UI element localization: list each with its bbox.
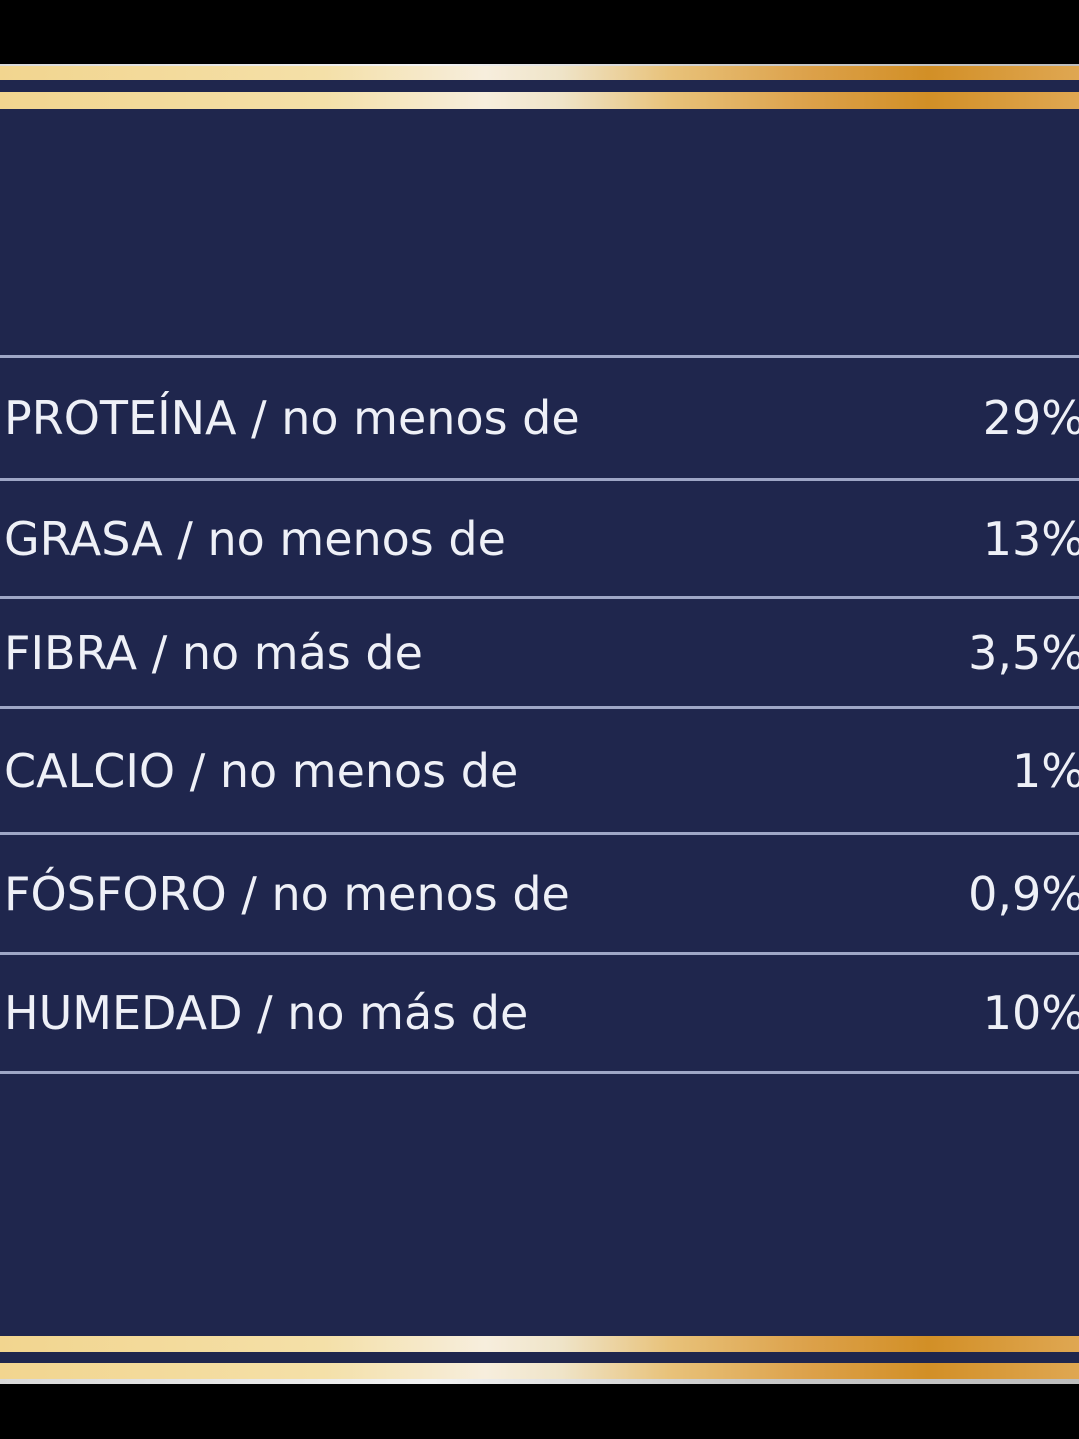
row-label: GRASA / no menos de (4, 511, 506, 566)
row-label: PROTEÍNA / no menos de (4, 391, 580, 445)
bottom-gold-stripe-outer (0, 1363, 1079, 1379)
table-rule (0, 355, 1079, 358)
top-silver-edge (0, 64, 1079, 67)
table-rule (0, 478, 1079, 481)
table-row-protein: PROTEÍNA / no menos de 29% (0, 358, 1079, 478)
table-row-fat: GRASA / no menos de 13% (0, 481, 1079, 596)
table-row-calcium: CALCIO / no menos de 1% (0, 709, 1079, 832)
bottom-silver-edge (0, 1379, 1079, 1384)
table-rule (0, 1071, 1079, 1074)
row-label: FÓSFORO / no menos de (4, 866, 570, 921)
table-rule (0, 706, 1079, 709)
table-row-moisture: HUMEDAD / no más de 10% (0, 955, 1079, 1071)
top-gold-stripe-inner (0, 92, 1079, 109)
top-black-band (0, 0, 1079, 64)
row-value: 3,5% (968, 625, 1079, 680)
top-gold-stripe-outer (0, 66, 1079, 80)
row-value: 1% (1012, 743, 1079, 798)
table-rule (0, 832, 1079, 835)
bottom-gold-stripe-inner (0, 1336, 1079, 1352)
guaranteed-analysis-table: PROTEÍNA / no menos de 29% GRASA / no me… (0, 355, 1079, 1074)
row-value: 13% (982, 511, 1079, 566)
row-value: 29% (982, 391, 1079, 445)
row-value: 10% (982, 986, 1079, 1040)
row-label: HUMEDAD / no más de (4, 986, 529, 1040)
table-row-phosphorus: FÓSFORO / no menos de 0,9% (0, 835, 1079, 952)
row-value: 0,9% (968, 866, 1079, 921)
row-label: FIBRA / no más de (4, 625, 423, 680)
bottom-black-band (0, 1384, 1079, 1439)
row-label: CALCIO / no menos de (4, 743, 519, 798)
table-rule (0, 952, 1079, 955)
nutrition-panel (0, 64, 1079, 1384)
table-row-fiber: FIBRA / no más de 3,5% (0, 599, 1079, 706)
table-rule (0, 596, 1079, 599)
